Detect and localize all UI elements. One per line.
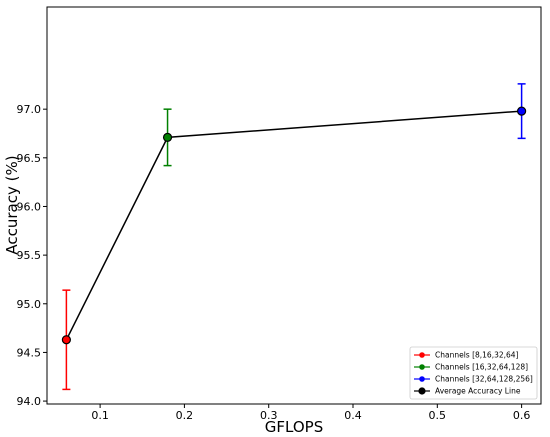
points-layer [61,106,527,345]
data-point [162,132,173,142]
x-tick-label: 0.6 [513,409,531,422]
legend-box [409,346,538,400]
data-point [517,106,527,116]
legend-entry-label: Channels [32,64,128,256] [435,375,533,384]
y-tick-label: 94.0 [17,395,42,408]
legend: Channels [8,16,32,64] Channels [16,32,64,… [409,346,538,400]
x-tick-label: 0.3 [260,409,278,422]
y-tick-label: 96.5 [17,152,42,165]
y-tick-label: 96.0 [17,200,42,213]
x-tick-label: 0.5 [429,409,447,422]
legend-entry-label: Average Accuracy Line [435,387,521,396]
x-tick-label: 0.1 [91,409,109,422]
y-axis-ticks: 94.0 94.5 95.0 95.5 96.0 96.5 97.0 [17,103,47,408]
y-tick-label: 97.0 [17,103,42,116]
data-point [61,335,71,345]
legend-entry-label: Channels [8,16,32,64] [435,351,519,360]
legend-swatch-marker [419,376,425,382]
x-tick-label: 0.4 [344,409,362,422]
y-tick-label: 95.0 [17,298,42,311]
legend-swatch-marker [419,352,425,358]
legend-swatch-marker [418,387,426,395]
x-axis-ticks: 0.1 0.2 0.3 0.4 0.5 0.6 [91,404,530,422]
x-axis-label: GFLOPS [265,418,323,436]
legend-swatch-marker [419,364,425,370]
plot-area [46,6,542,405]
legend-entry-label: Channels [16,32,64,128] [435,363,528,372]
y-axis-label: Accuracy (%) [3,155,21,254]
x-tick-label: 0.2 [176,409,194,422]
y-tick-label: 95.5 [17,249,42,262]
y-tick-label: 94.5 [17,346,42,359]
